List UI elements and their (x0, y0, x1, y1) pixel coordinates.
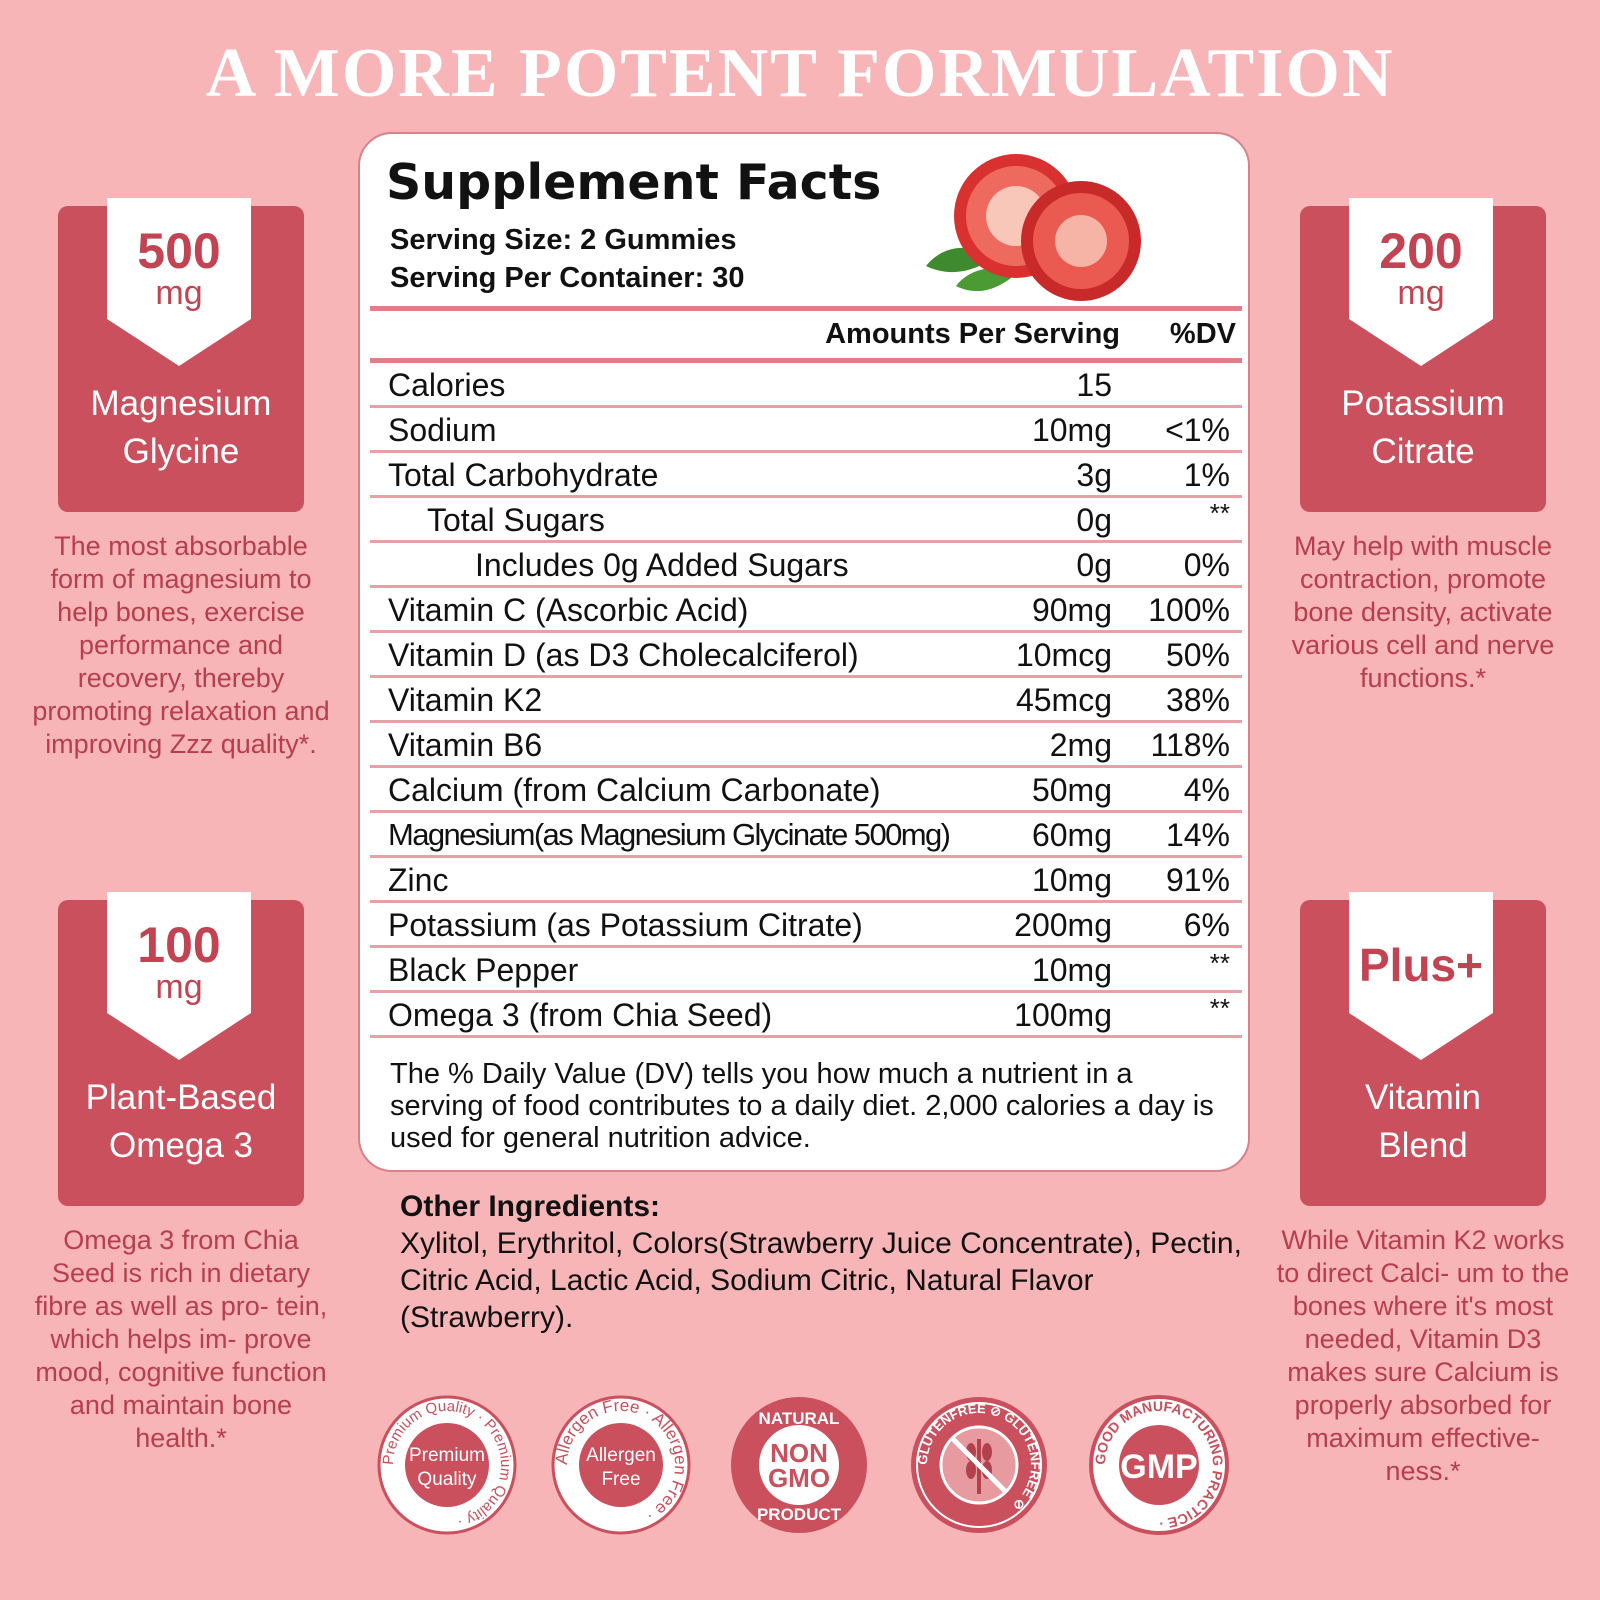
dv-header: %DV (1169, 318, 1236, 350)
other-ingredients-text: Xylitol, Erythritol, Colors(Strawberry J… (400, 1227, 1242, 1334)
svg-text:PRODUCT: PRODUCT (757, 1505, 842, 1524)
table-row: Omega 3 (from Chia Seed) 100mg ** (370, 993, 1242, 1038)
desc-vitamin-blend: While Vitamin K2 works to direct Calci- … (1276, 1225, 1570, 1486)
plus-label: Plus+ (1358, 939, 1483, 991)
dosage-amount: 100 (137, 917, 221, 973)
table-row: Sodium 10mg <1% (370, 408, 1242, 453)
svg-text:NON: NON (770, 1438, 828, 1468)
table-row: Total Carbohydrate 3g 1% (370, 453, 1242, 498)
card-vitamin-blend: Plus+ Vitamin Blend (1300, 892, 1546, 1206)
gmp-badge: GOOD MANUFACTURING PRACTICE · GMP (1089, 1395, 1229, 1535)
servings-per-container: Serving Per Container: 30 (390, 262, 745, 294)
table-row: Vitamin B6 2mg 118% (370, 723, 1242, 768)
table-row: Vitamin D (as D3 Cholecalciferol) 10mcg 50… (370, 633, 1242, 678)
card-omega: 100 mg Plant-Based Omega 3 (58, 892, 304, 1206)
serving-size: Serving Size: 2 Gummies (390, 224, 737, 256)
other-ingredients: Other Ingredients: Xylitol, Erythritol, … (400, 1188, 1250, 1336)
facts-rows: Calories 15 Sodium 10mg <1% Total Carbohydr… (370, 363, 1242, 1038)
amount-header: Amounts Per Serving (825, 318, 1120, 350)
facts-title: Supplement Facts (386, 154, 882, 211)
card-potassium: 200 mg Potassium Citrate (1300, 198, 1546, 512)
dosage-unit: mg (155, 274, 203, 312)
ingredient-name: Potassium Citrate (1341, 384, 1505, 471)
allergen-free-badge: Allergen Free · Allergen Free · Allergen… (551, 1395, 691, 1535)
svg-text:GMP: GMP (1120, 1448, 1197, 1486)
header-divider (370, 358, 1242, 363)
header-divider (370, 306, 1242, 311)
svg-text:Free: Free (601, 1469, 640, 1490)
dosage-tag: 200 mg (1349, 198, 1493, 366)
table-row: Vitamin K2 45mcg 38% (370, 678, 1242, 723)
table-row: Black Pepper 10mg ** (370, 948, 1242, 993)
svg-text:Quality: Quality (417, 1469, 477, 1490)
premium-quality-badge: Premium Quality · Premium Quality · Prem… (377, 1395, 517, 1535)
dosage-amount: 200 (1379, 223, 1463, 279)
table-row: Total Sugars 0g ** (370, 498, 1242, 543)
gluten-free-badge: GLUTENFREE ⊘ GLUTENFREE ⊘ (911, 1397, 1047, 1533)
non-gmo-badge: NATURAL NON GMO PRODUCT (731, 1397, 867, 1533)
headline: A MORE POTENT FORMULATION (205, 35, 1395, 112)
table-row: Magnesium(as Magnesium Glycinate 500mg) 6… (370, 813, 1242, 858)
supplement-facts-panel: Supplement Facts Serving Size: 2 Gummies… (358, 132, 1250, 1172)
column-header: Amounts Per Serving %DV (370, 314, 1242, 358)
table-row: Vitamin C (Ascorbic Acid) 90mg 100% (370, 588, 1242, 633)
table-row: Zinc 10mg 91% (370, 858, 1242, 903)
dosage-amount: 500 (137, 223, 221, 279)
table-row: Includes 0g Added Sugars 0g 0% (370, 543, 1242, 588)
dosage-unit: mg (155, 968, 203, 1006)
svg-text:Allergen: Allergen (586, 1445, 656, 1466)
table-row: Calcium (from Calcium Carbonate) 50mg 4% (370, 768, 1242, 813)
plus-tag: Plus+ (1349, 892, 1493, 1060)
desc-magnesium: The most absorbable form of magnesium to… (32, 531, 330, 759)
dv-footnote: The % Daily Value (DV) tells you how muc… (390, 1058, 1214, 1154)
dosage-unit: mg (1397, 274, 1445, 312)
dosage-tag: 100 mg (107, 892, 251, 1060)
ingredient-name: Magnesium Glycine (90, 384, 272, 471)
svg-text:Premium: Premium (409, 1445, 485, 1466)
svg-text:NATURAL: NATURAL (759, 1409, 840, 1428)
desc-potassium: May help with muscle contraction, promot… (1291, 531, 1555, 693)
table-row: Potassium (as Potassium Citrate) 200mg 6% (370, 903, 1242, 948)
table-row: Calories 15 (370, 363, 1242, 408)
other-ingredients-title: Other Ingredients: (400, 1190, 661, 1223)
dosage-tag: 500 mg (107, 198, 251, 366)
ingredient-name: Plant-Based Omega 3 (85, 1078, 277, 1165)
strawberry-image (926, 154, 1141, 301)
ingredient-name: Vitamin Blend (1364, 1078, 1482, 1165)
svg-text:GMO: GMO (768, 1463, 830, 1493)
desc-omega: Omega 3 from Chia Seed is rich in dietar… (34, 1225, 328, 1453)
card-magnesium: 500 mg Magnesium Glycine (58, 198, 304, 512)
